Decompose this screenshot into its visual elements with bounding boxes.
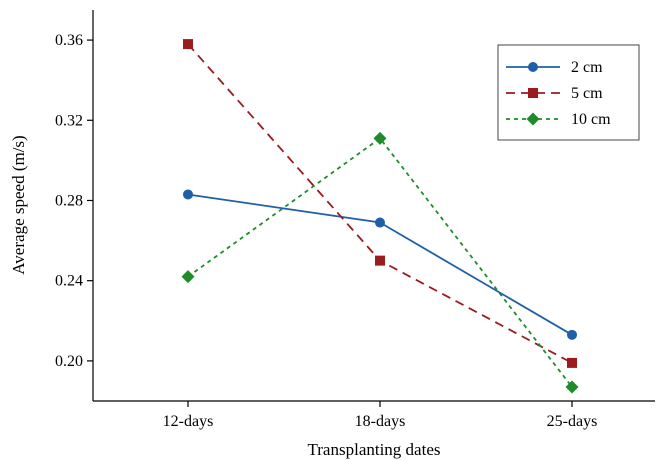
legend-item-10-cm: 10 cm (506, 111, 611, 128)
y-tick-label: 0.28 (55, 192, 83, 209)
series-2-cm (183, 189, 577, 340)
legend-label-5-cm: 5 cm (571, 85, 603, 102)
legend-label-2-cm: 2 cm (571, 59, 603, 76)
y-ticks: 0.20 0.24 0.28 0.32 0.36 (55, 32, 93, 370)
y-tick-label: 0.32 (55, 112, 83, 129)
y-tick-label: 0.36 (55, 32, 83, 49)
x-tick-label: 25-days (547, 413, 598, 430)
series-10-cm (181, 131, 579, 394)
x-tick-label: 12-days (163, 413, 214, 430)
y-tick-label: 0.20 (55, 353, 83, 370)
data-point-10-cm (565, 380, 579, 394)
x-axis-title: Transplanting dates (307, 440, 440, 459)
legend: 2 cm 5 cm 10 cm (497, 44, 640, 141)
data-point-5-cm (375, 255, 385, 266)
legend-box (497, 44, 640, 141)
legend-item-5-cm: 5 cm (506, 85, 603, 102)
legend-marker-10-cm (526, 112, 540, 126)
data-point-10-cm (373, 131, 387, 145)
y-axis-title: Average speed (m/s) (9, 135, 28, 274)
legend-label-10-cm: 10 cm (571, 111, 611, 128)
data-point-5-cm (183, 39, 193, 50)
x-tick-label: 18-days (355, 413, 406, 430)
data-point-2-cm (375, 217, 385, 228)
data-point-2-cm (567, 329, 577, 340)
data-point-10-cm (181, 270, 195, 284)
data-point-5-cm (567, 357, 577, 368)
x-ticks: 12-days 18-days 25-days (163, 401, 598, 430)
legend-marker-2-cm (528, 62, 538, 72)
series-5-cm (183, 39, 577, 368)
data-point-2-cm (183, 189, 193, 200)
series-layer (181, 39, 579, 394)
legend-item-2-cm: 2 cm (506, 59, 603, 76)
axes (92, 10, 655, 402)
y-tick-label: 0.24 (55, 273, 83, 290)
legend-marker-5-cm (528, 88, 538, 98)
